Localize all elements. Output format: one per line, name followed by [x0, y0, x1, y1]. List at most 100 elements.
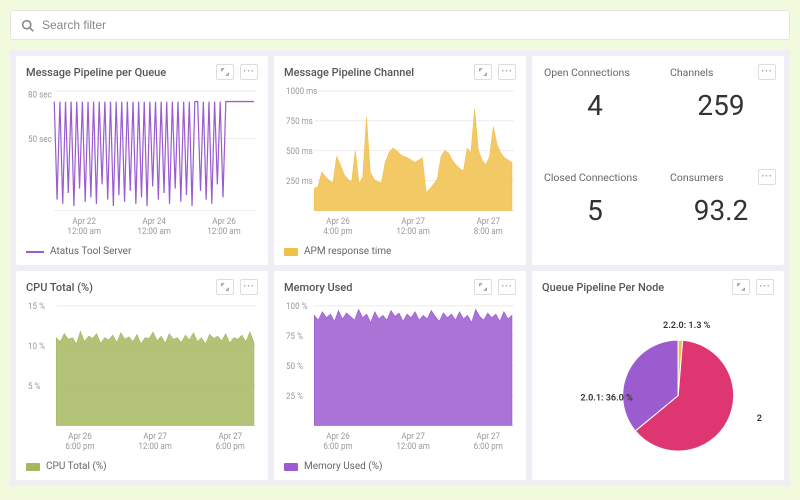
svg-text:8:00 am: 8:00 am — [474, 227, 503, 238]
svg-text:Apr 27: Apr 27 — [476, 432, 500, 443]
card-channel: Message Pipeline Channel ··· 1000 ms 750 … — [274, 56, 526, 265]
legend-label: CPU Total (%) — [46, 461, 107, 472]
cpu-chart: 15 %10 %5 %Apr 266:00 pmApr 2712:00 amAp… — [26, 299, 258, 457]
stat-value: 259 — [670, 89, 772, 122]
svg-text:12:00 am: 12:00 am — [396, 442, 430, 453]
more-button[interactable]: ··· — [758, 169, 776, 185]
svg-text:5 %: 5 % — [28, 382, 40, 393]
svg-text:Apr 26: Apr 26 — [326, 432, 350, 443]
dashboard-grid: Message Pipeline per Queue ··· 80 sec 50 … — [10, 50, 790, 486]
legend-swatch — [26, 251, 44, 253]
stat-channels: ··· Channels 259 — [658, 56, 784, 161]
legend-swatch — [284, 463, 298, 471]
svg-text:50 %: 50 % — [286, 362, 303, 373]
card-memory: Memory Used ··· 100 %75 %50 %25 %Apr 266… — [274, 271, 526, 480]
more-button[interactable]: ··· — [756, 279, 774, 295]
card-queue: Message Pipeline per Queue ··· 80 sec 50 … — [16, 56, 268, 265]
search-input[interactable] — [42, 18, 779, 32]
svg-text:6:00 pm: 6:00 pm — [65, 442, 94, 453]
svg-text:12:00 am: 12:00 am — [396, 227, 430, 238]
svg-text:Apr 22: Apr 22 — [72, 217, 96, 228]
svg-text:Apr 27: Apr 27 — [218, 432, 242, 443]
expand-button[interactable] — [474, 279, 492, 295]
legend: APM response time — [284, 246, 516, 257]
svg-text:Apr 26: Apr 26 — [326, 217, 350, 228]
stat-closed-connections: Closed Connections 5 — [532, 161, 658, 266]
card-pie: Queue Pipeline Per Node ··· 2.0.1: 36.0 … — [532, 271, 784, 480]
svg-text:2.0.1: 36.0 %: 2.0.1: 36.0 % — [580, 394, 633, 404]
more-icon: ··· — [243, 282, 254, 292]
expand-button[interactable] — [732, 279, 750, 295]
more-icon: ··· — [501, 282, 512, 292]
svg-text:Apr 24: Apr 24 — [142, 217, 166, 228]
card-cpu: CPU Total (%) ··· 15 %10 %5 %Apr 266:00 … — [16, 271, 268, 480]
svg-text:4:00 pm: 4:00 pm — [323, 227, 352, 238]
stat-label: Consumers — [670, 171, 772, 184]
memory-chart: 100 %75 %50 %25 %Apr 266:00 pmApr 2712:0… — [284, 299, 516, 457]
card-stats: Open Connections 4 ··· Channels 259 Clos… — [532, 56, 784, 265]
svg-text:Apr 27: Apr 27 — [143, 432, 167, 443]
svg-text:75 %: 75 % — [286, 332, 303, 343]
svg-text:6:00 pm: 6:00 pm — [474, 442, 503, 453]
svg-text:2: 2 — [757, 414, 762, 424]
card-title: Memory Used — [284, 281, 352, 294]
stat-value: 5 — [544, 194, 646, 227]
card-title: Queue Pipeline Per Node — [542, 281, 664, 294]
legend: Memory Used (%) — [284, 461, 516, 472]
more-icon: ··· — [761, 172, 772, 182]
stat-open-connections: Open Connections 4 — [532, 56, 658, 161]
more-icon: ··· — [501, 67, 512, 77]
svg-text:80 sec: 80 sec — [28, 90, 52, 101]
svg-text:6:00 pm: 6:00 pm — [216, 442, 245, 453]
svg-text:50 sec: 50 sec — [28, 135, 52, 146]
legend-label: Memory Used (%) — [304, 461, 383, 472]
more-button[interactable]: ··· — [240, 64, 258, 80]
svg-text:6:00 pm: 6:00 pm — [323, 442, 352, 453]
legend-label: Atatus Tool Server — [50, 246, 131, 257]
svg-text:12:00 am: 12:00 am — [137, 227, 171, 238]
more-icon: ··· — [761, 67, 772, 77]
expand-button[interactable] — [216, 64, 234, 80]
stat-label: Closed Connections — [544, 171, 646, 184]
legend-label: APM response time — [304, 246, 391, 257]
legend-swatch — [284, 248, 298, 256]
expand-button[interactable] — [474, 64, 492, 80]
pie-chart: 2.0.1: 36.0 % 2.2.0: 1.3 % 2 — [542, 299, 774, 472]
expand-icon — [479, 68, 487, 76]
legend: Atatus Tool Server — [26, 246, 258, 257]
card-title: Message Pipeline Channel — [284, 66, 414, 79]
expand-button[interactable] — [216, 279, 234, 295]
search-icon — [21, 19, 34, 32]
svg-text:100 %: 100 % — [286, 302, 307, 313]
svg-text:Apr 27: Apr 27 — [401, 217, 425, 228]
channel-chart: 1000 ms 750 ms 500 ms 250 ms Apr 264:00 pm Ap… — [284, 84, 516, 242]
svg-text:15 %: 15 % — [28, 302, 45, 313]
svg-text:1000 ms: 1000 ms — [286, 87, 317, 98]
more-button[interactable]: ··· — [758, 64, 776, 80]
svg-text:Apr 27: Apr 27 — [401, 432, 425, 443]
expand-icon — [737, 283, 745, 291]
stat-value: 93.2 — [670, 194, 772, 227]
expand-icon — [221, 68, 229, 76]
more-button[interactable]: ··· — [498, 279, 516, 295]
stat-label: Channels — [670, 66, 772, 79]
expand-icon — [479, 283, 487, 291]
card-title: Message Pipeline per Queue — [26, 66, 166, 79]
card-title: CPU Total (%) — [26, 281, 93, 294]
svg-text:Apr 26: Apr 26 — [68, 432, 92, 443]
svg-text:Apr 27: Apr 27 — [476, 217, 500, 228]
svg-text:2.2.0: 1.3 %: 2.2.0: 1.3 % — [663, 321, 711, 331]
legend: CPU Total (%) — [26, 461, 258, 472]
svg-text:500 ms: 500 ms — [286, 147, 313, 158]
queue-chart: 80 sec50 secApr 2212:00 amApr 2412:00 am… — [26, 84, 258, 242]
svg-text:250 ms: 250 ms — [286, 176, 313, 187]
search-bar[interactable] — [10, 10, 790, 40]
more-icon: ··· — [243, 67, 254, 77]
expand-icon — [221, 283, 229, 291]
more-button[interactable]: ··· — [240, 279, 258, 295]
svg-text:10 %: 10 % — [28, 342, 45, 353]
legend-swatch — [26, 463, 40, 471]
more-icon: ··· — [759, 282, 770, 292]
svg-text:750 ms: 750 ms — [286, 117, 313, 128]
more-button[interactable]: ··· — [498, 64, 516, 80]
